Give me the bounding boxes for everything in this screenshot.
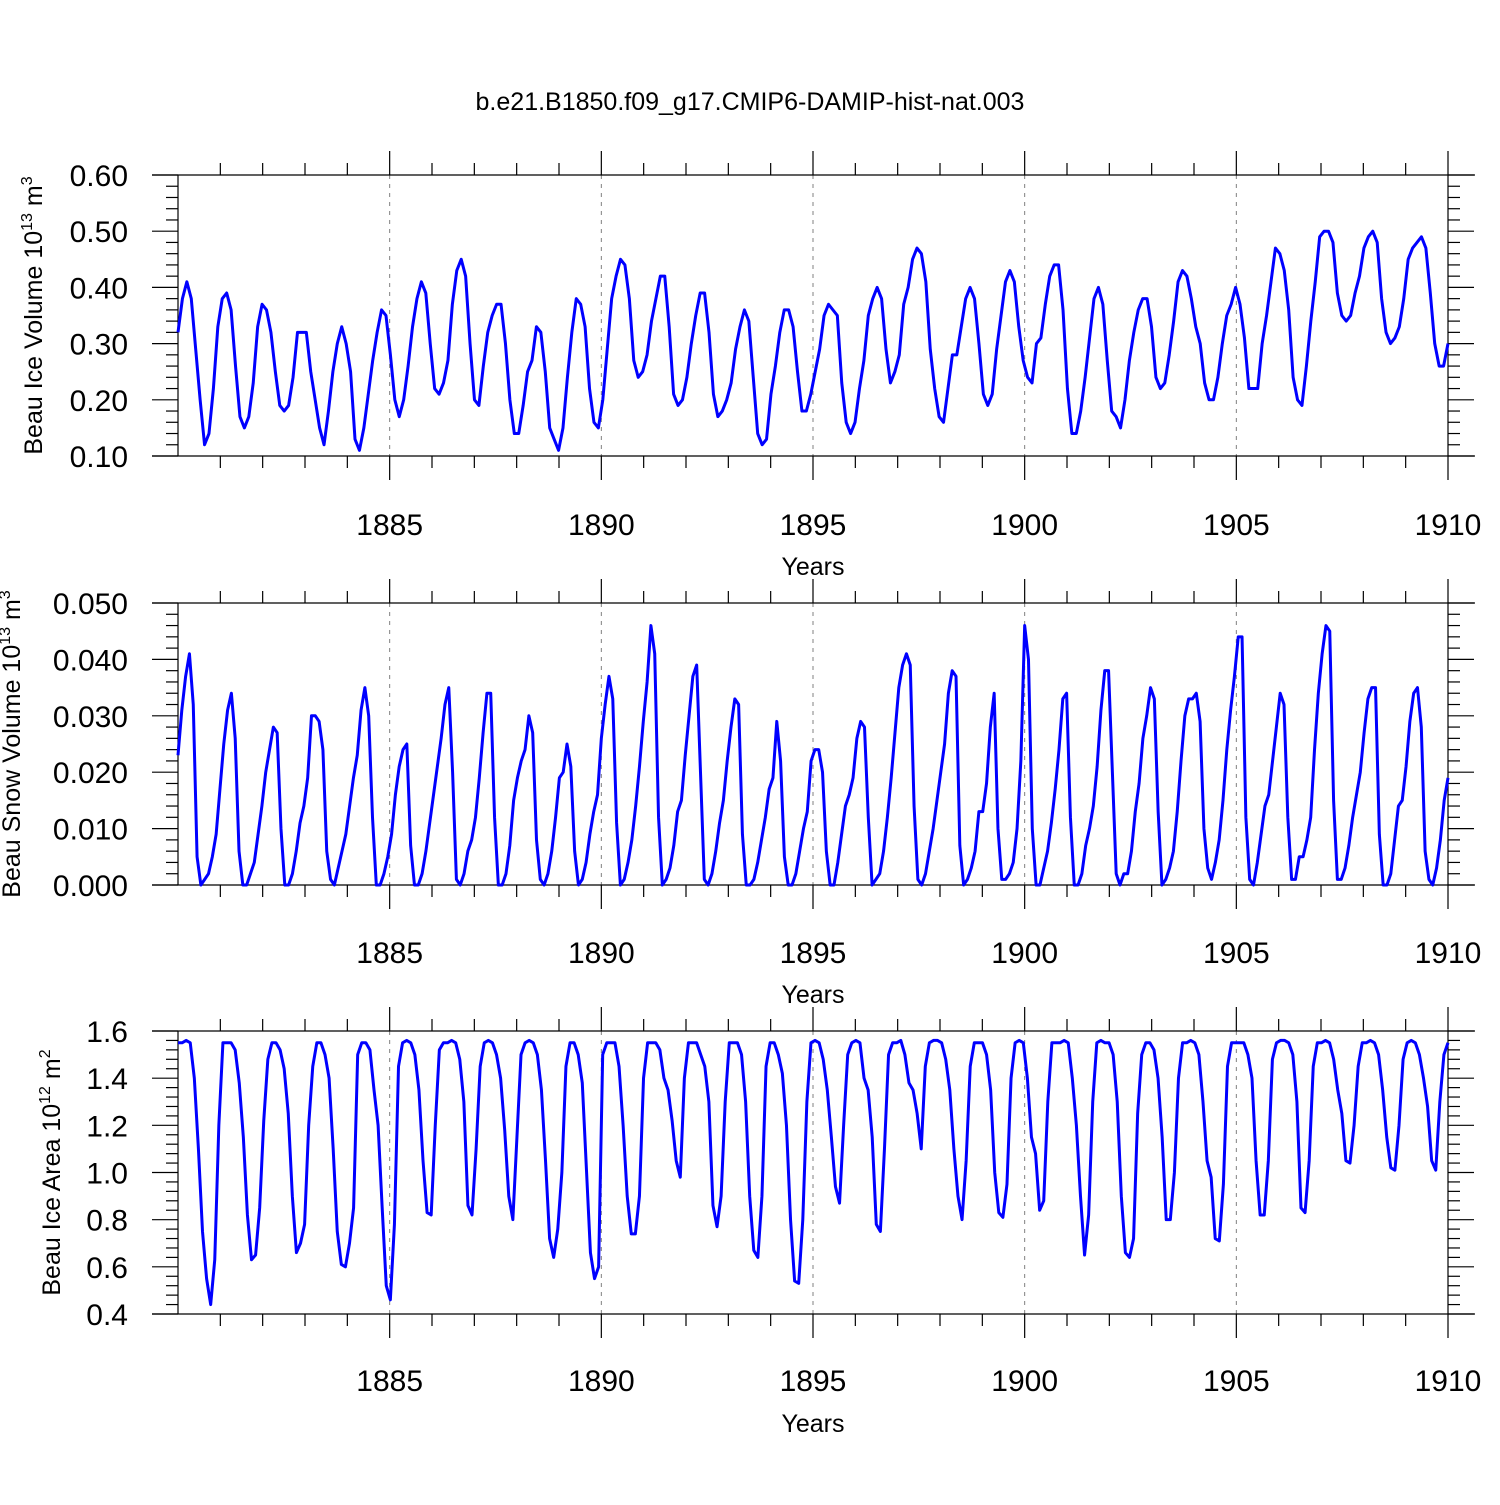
x-tick-label-1910: 1910 (1415, 509, 1482, 542)
ice-area-panel: 1885 1890 1895 1900 1905 1910 Years 0.4 0.6 0.8 1.… (37, 1007, 1481, 1438)
y-tick-label-0: 0.10 (70, 441, 128, 474)
y-tick-label-4: 0.50 (70, 216, 128, 249)
x-tick-label-1895: 1895 (780, 509, 847, 542)
x-tick-label-1900: 1900 (991, 937, 1058, 970)
x-tick-label-1900: 1900 (991, 1365, 1058, 1398)
y-axis-label: Beau Snow Volume 1013 m3 (0, 590, 26, 898)
x-tick-label-1885: 1885 (356, 509, 423, 542)
ice-volume-panel: 1885 1890 1895 1900 1905 1910 Years 0.10 0.20 0.3… (19, 151, 1481, 581)
y-tick-label-6: 1.6 (86, 1016, 128, 1049)
x-tick-label-1890: 1890 (568, 1365, 635, 1398)
y-tick-label-5: 0.60 (70, 160, 128, 193)
y-tick-label-4: 1.2 (86, 1110, 128, 1143)
y-tick-label-0: 0.000 (53, 870, 128, 903)
x-tick-label-1885: 1885 (356, 1365, 423, 1398)
x-tick-label-1905: 1905 (1203, 1365, 1270, 1398)
y-axis-label: Beau Ice Area 1012 m2 (37, 1049, 66, 1295)
y-tick-label-4: 0.040 (53, 644, 128, 677)
x-tick-label-1890: 1890 (568, 937, 635, 970)
y-tick-label-5: 0.050 (53, 588, 128, 621)
y-tick-label-2: 0.8 (86, 1205, 128, 1238)
chart-title: b.e21.B1850.f09_g17.CMIP6-DAMIP-hist-nat… (476, 88, 1025, 116)
x-axis-label: Years (781, 1410, 844, 1438)
snow-volume-panel: 1885 1890 1895 1900 1905 1910 Years 0.000 0.010 0… (0, 579, 1481, 1009)
x-tick-label-1900: 1900 (991, 509, 1058, 542)
ice-volume-series-line-0 (176, 229, 1450, 452)
x-tick-label-1910: 1910 (1415, 1365, 1482, 1398)
y-tick-label-3: 1.0 (86, 1158, 128, 1191)
x-tick-label-1895: 1895 (780, 1365, 847, 1398)
x-tick-label-1910: 1910 (1415, 937, 1482, 970)
y-tick-label-3: 0.40 (70, 272, 128, 305)
y-tick-label-1: 0.6 (86, 1252, 128, 1285)
y-tick-label-3: 0.030 (53, 701, 128, 734)
x-axis-label: Years (781, 553, 844, 581)
y-tick-label-2: 0.020 (53, 757, 128, 790)
y-tick-label-0: 0.4 (86, 1299, 128, 1332)
x-tick-label-1890: 1890 (568, 509, 635, 542)
y-tick-label-1: 0.010 (53, 814, 128, 847)
y-axis-label: Beau Ice Volume 1013 m3 (19, 176, 48, 454)
y-tick-label-2: 0.30 (70, 329, 128, 362)
y-tick-label-1: 0.20 (70, 385, 128, 418)
x-axis-label: Years (781, 981, 844, 1009)
y-tick-label-5: 1.4 (86, 1063, 128, 1096)
snow-volume-series-line-0 (176, 624, 1450, 887)
x-tick-label-1905: 1905 (1203, 937, 1270, 970)
x-tick-label-1895: 1895 (780, 937, 847, 970)
ice-area-series-line-0 (178, 1038, 1450, 1307)
x-tick-label-1885: 1885 (356, 937, 423, 970)
x-tick-label-1905: 1905 (1203, 509, 1270, 542)
